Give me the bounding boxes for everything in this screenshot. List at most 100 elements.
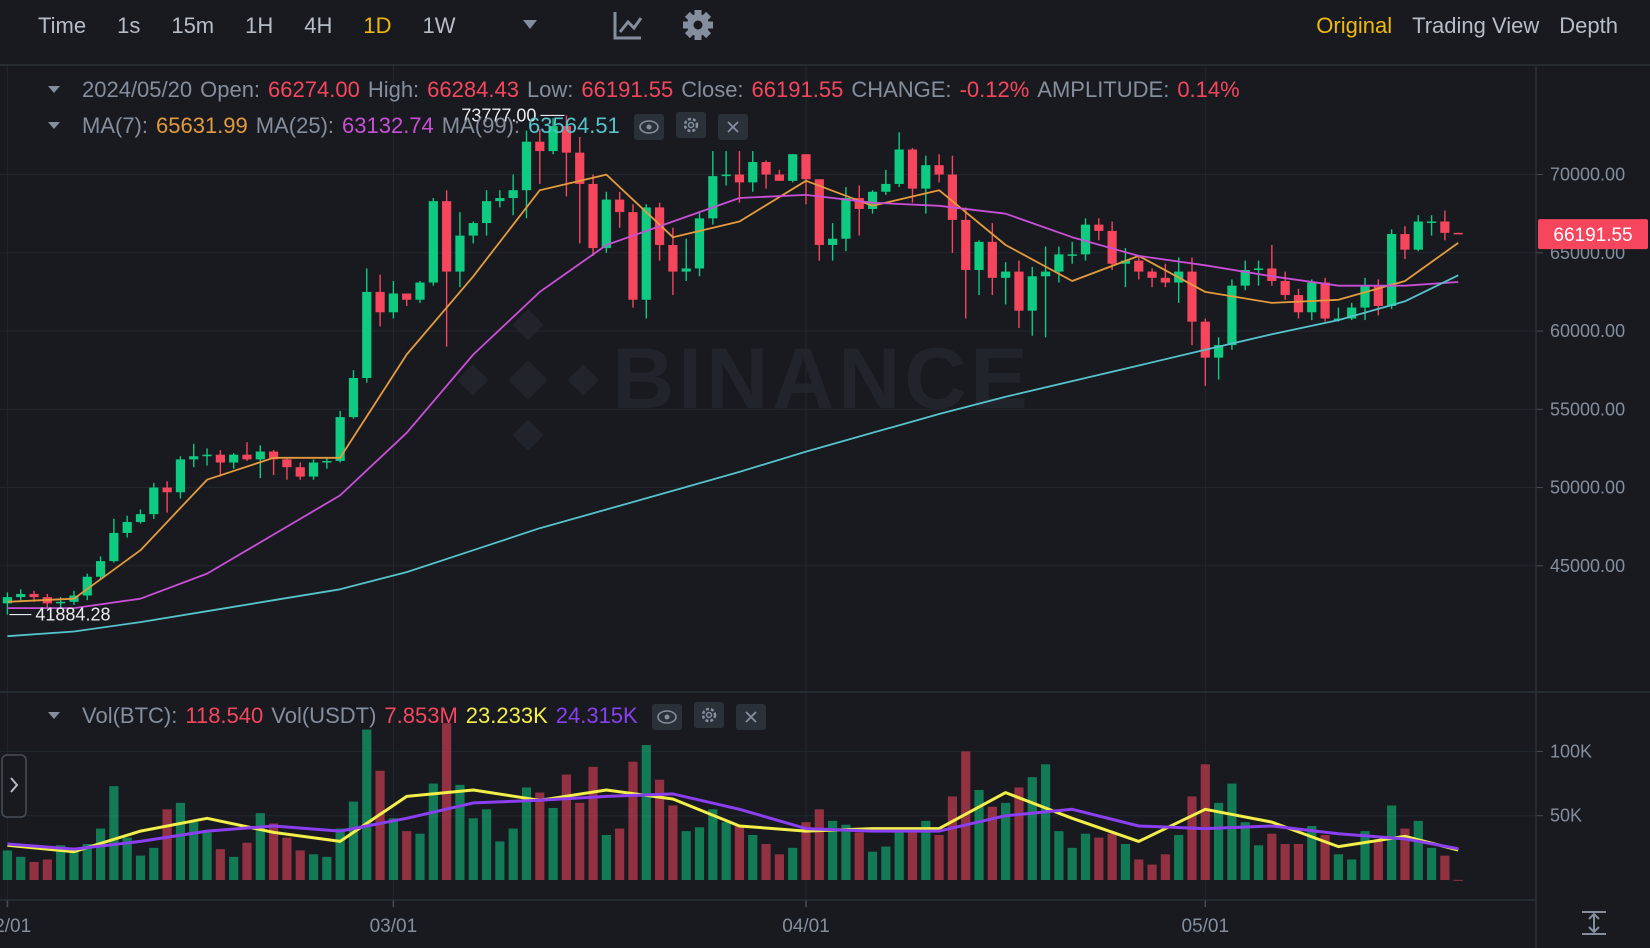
candle-body (229, 454, 239, 463)
volume-bar (588, 766, 598, 880)
volume-bar (1373, 841, 1383, 880)
x-tick-label: 03/01 (370, 916, 418, 937)
volume-bar (601, 835, 611, 880)
volume-bar (1400, 828, 1410, 880)
candle-body (1001, 271, 1011, 278)
ma-line (7, 173, 1459, 603)
remove-indicator[interactable] (718, 114, 749, 140)
volume-bar (761, 844, 771, 880)
view-tab[interactable]: Trading View (1412, 13, 1540, 38)
vol-ma-value: 23.233K (465, 703, 548, 728)
ma-value: 63564.51 (528, 113, 620, 138)
indicator-settings[interactable] (693, 702, 724, 728)
volume-bar (694, 827, 705, 880)
candle-body (934, 165, 944, 175)
candle-body (1240, 270, 1250, 286)
volume-bar (1240, 822, 1250, 880)
collapse-arrow[interactable] (48, 712, 60, 719)
candle-body (1347, 307, 1357, 319)
volume-bar (934, 835, 944, 880)
candle-body (1280, 280, 1290, 296)
y-tick-label: 60000.00 (1550, 321, 1625, 341)
scale-toggle-icon[interactable] (1582, 911, 1606, 935)
volume-bar (481, 809, 492, 880)
toggle-visibility[interactable] (633, 114, 664, 140)
candle-body (242, 454, 252, 460)
interval-button[interactable]: 1H (245, 13, 274, 38)
remove-indicator[interactable] (735, 704, 766, 730)
collapse-arrow[interactable] (48, 122, 60, 129)
candle-body (1107, 230, 1117, 264)
candle-body (734, 174, 745, 183)
candle-body (641, 207, 651, 300)
candle-body (335, 417, 345, 461)
candle-body (987, 241, 997, 278)
volume-bar (122, 837, 132, 880)
volume-bar (468, 818, 478, 880)
volume-bar (654, 779, 665, 880)
volume-bar (1227, 783, 1237, 880)
interval-button[interactable]: 4H (304, 13, 333, 38)
interval-toolbar: Time 1s 15m 1H 4H 1D 1W (38, 10, 456, 42)
candle-body (308, 462, 319, 477)
vol-label: Vol(USDT) (271, 703, 377, 728)
candle-body (1400, 234, 1410, 250)
candle-body (841, 198, 851, 239)
vol-value: 118.540 (185, 703, 264, 728)
view-tab[interactable]: Depth (1559, 13, 1618, 38)
indicator-icon[interactable] (613, 12, 643, 40)
candle-body (1307, 282, 1317, 313)
volume-bar (854, 832, 864, 880)
indicator-settings[interactable] (675, 112, 706, 138)
candle-body (122, 521, 132, 533)
candle-body (1426, 221, 1437, 223)
candle-body (548, 126, 558, 152)
vol-ma-value: 24.315K (555, 703, 638, 728)
candle-body (828, 238, 838, 245)
y-tick-label: 45000.00 (1550, 556, 1625, 576)
volume-bar (442, 723, 452, 880)
volume-bar (1080, 833, 1091, 880)
volume-bar (548, 808, 558, 880)
interval-button[interactable]: 1W (422, 13, 456, 38)
ma-value: 63132.74 (342, 113, 434, 138)
collapse-arrow[interactable] (48, 86, 60, 93)
expand-panel-button[interactable] (1, 754, 27, 818)
candle-body (29, 593, 39, 598)
interval-button[interactable]: 1s (117, 13, 141, 38)
candle-body (1200, 321, 1210, 358)
candle-body (1040, 271, 1051, 277)
view-toolbar: Original Trading View Depth (1316, 10, 1618, 42)
candle-body (1373, 285, 1383, 307)
candle-body (282, 459, 292, 468)
candle-body (894, 149, 904, 184)
volume-bar (1320, 835, 1330, 880)
volume-bar (1094, 837, 1104, 880)
candle-body (761, 162, 771, 175)
view-tab[interactable]: Original (1316, 13, 1393, 38)
volume-bar (335, 828, 345, 880)
candle-body (801, 154, 811, 180)
volume-bar (95, 828, 106, 880)
interval-button[interactable]: 1D (363, 13, 392, 38)
candle-body (721, 174, 731, 177)
ma-label: MA(25): (255, 113, 335, 138)
interval-button[interactable]: 15m (171, 13, 215, 38)
candle-body (1253, 268, 1264, 271)
candle-body (2, 597, 12, 604)
candle-body (1267, 268, 1277, 281)
candle-body (95, 561, 106, 577)
ma-label: MA(7): (82, 113, 148, 138)
toggle-visibility[interactable] (651, 704, 682, 730)
ohlc-info: 2024/05/20 Open: 66274.00 High: 66284.43 Low:… (82, 75, 1240, 105)
interval-button[interactable]: Time (38, 13, 87, 38)
interval-dropdown[interactable] (523, 20, 537, 29)
candle-body (82, 576, 92, 596)
x-tick-label: 02/01 (0, 916, 31, 937)
candle-body (162, 487, 172, 493)
candle-body (481, 201, 492, 224)
settings-icon[interactable] (683, 10, 713, 40)
volume-bar (721, 822, 731, 880)
candle-body (402, 293, 412, 300)
